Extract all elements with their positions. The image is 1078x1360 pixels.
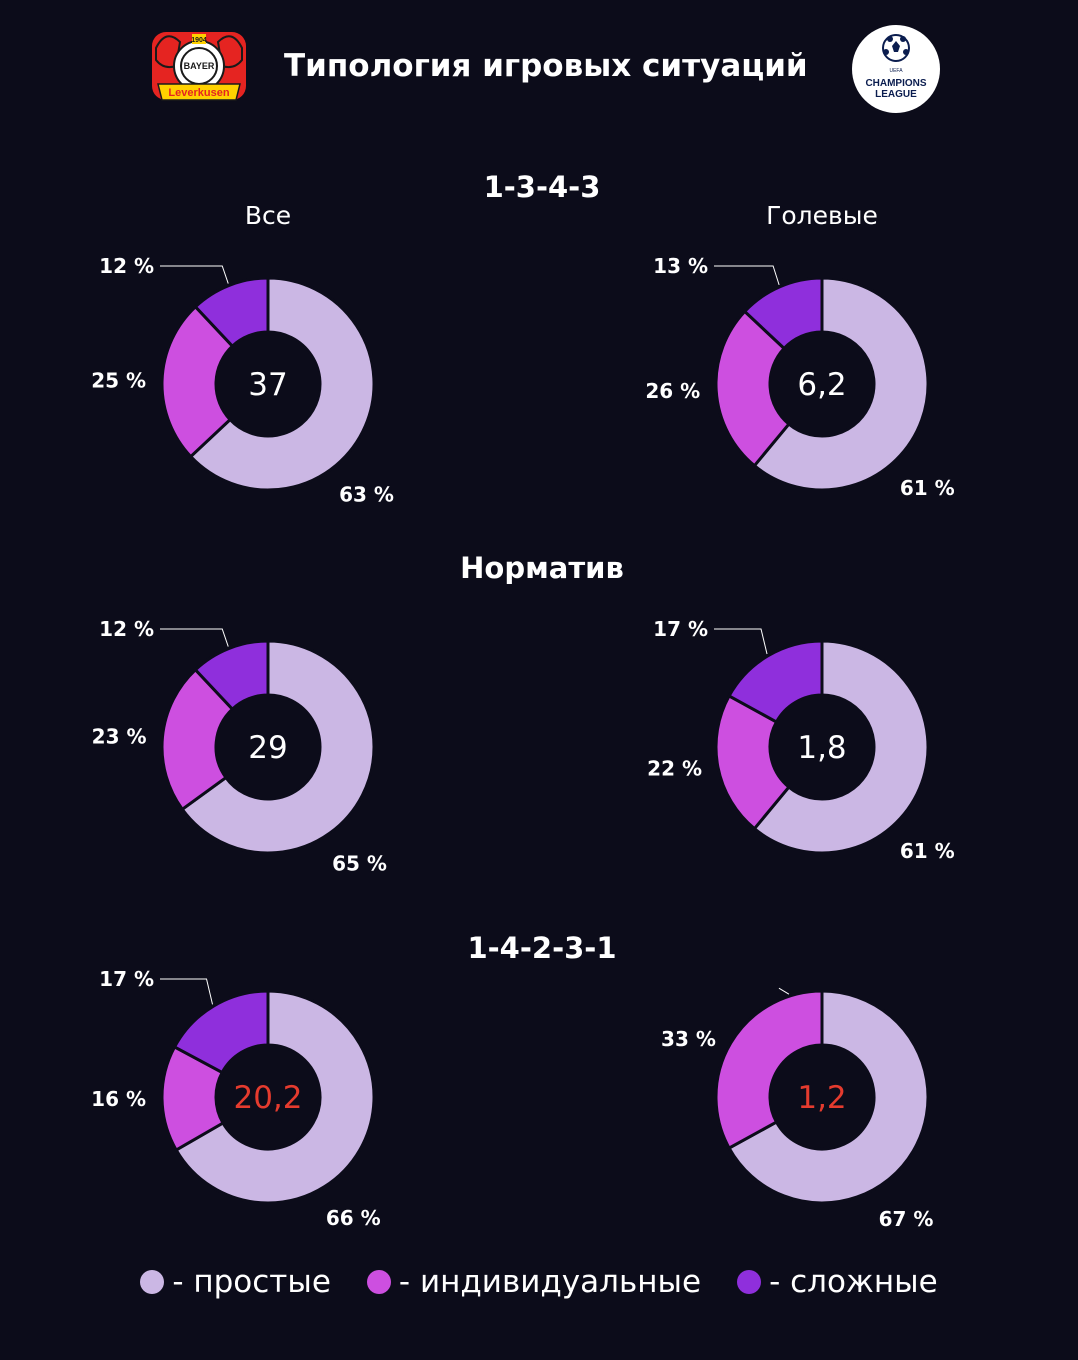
- header: 1904 BAYER Leverkusen Типология игровых …: [0, 0, 1078, 140]
- group-title: 1-3-4-3: [484, 170, 601, 204]
- column-title: Голевые: [766, 201, 878, 230]
- legend-swatch-simple: [140, 1270, 165, 1294]
- donut-slice-complex: [193, 639, 270, 712]
- donut-slice-simple: [727, 989, 930, 1205]
- slice-leader-line: [778, 987, 790, 995]
- donut-slice-individual: [714, 693, 791, 831]
- donut-center-value: 29: [248, 730, 287, 766]
- slice-leader-line: [160, 628, 229, 647]
- slice-label: 12 %: [99, 254, 154, 278]
- donut-slice-simple: [752, 639, 930, 855]
- cl-logo-champions: CHAMPIONS: [865, 78, 926, 89]
- leverkusen-year: 1904: [191, 37, 207, 44]
- donut-hole: [217, 333, 319, 435]
- slice-label: 16 %: [91, 1087, 146, 1111]
- slice-leader-line: [160, 265, 229, 284]
- legend-label-simple: - простые: [172, 1264, 331, 1300]
- donut-slice-individual: [160, 304, 235, 459]
- donut-center-value: 1,2: [797, 1080, 846, 1116]
- slice-label: 23 %: [92, 724, 147, 748]
- cl-logo-league: LEAGUE: [875, 89, 917, 100]
- donut-center-value: 20,2: [233, 1080, 302, 1116]
- slice-leader-line: [160, 978, 214, 1005]
- slice-label: 25 %: [91, 368, 146, 392]
- slice-label: 61 %: [900, 839, 955, 863]
- slice-label: 61 %: [900, 476, 955, 500]
- legend-item-individual: - индивидуальные: [366, 1264, 702, 1300]
- donut-hole: [771, 696, 873, 798]
- donut-hole: [771, 1046, 873, 1148]
- legend-item-simple: - простые: [140, 1264, 331, 1300]
- slice-label: 22 %: [647, 756, 702, 780]
- legend-label-individual: - индивидуальные: [398, 1264, 702, 1300]
- donut-center-value: 6,2: [797, 367, 846, 403]
- donut-slice-individual: [714, 309, 791, 468]
- slice-label: 67 %: [879, 1207, 934, 1231]
- legend-item-complex: - сложные: [737, 1264, 938, 1300]
- slice-label: 63 %: [339, 483, 394, 507]
- slice-leader-line: [714, 265, 780, 286]
- legend-swatch-individual: [366, 1270, 391, 1294]
- slice-label: 33 %: [661, 1027, 716, 1051]
- donut-slice-complex: [172, 989, 270, 1075]
- page-title: Типология игровых ситуаций: [284, 48, 808, 84]
- slice-leader-line: [714, 628, 768, 655]
- legend-label-complex: - сложные: [769, 1264, 938, 1300]
- slice-label: 12 %: [99, 617, 154, 641]
- column-title: Все: [245, 201, 291, 230]
- donut-hole: [217, 1046, 319, 1148]
- donut-hole: [217, 696, 319, 798]
- slice-label: 65 %: [332, 851, 387, 875]
- leverkusen-word: BAYER: [184, 61, 215, 71]
- group-title: 1-4-2-3-1: [467, 931, 616, 965]
- slice-label: 17 %: [653, 617, 708, 641]
- slice-label: 13 %: [653, 254, 708, 278]
- donut-slice-simple: [752, 276, 930, 492]
- legend-swatch-complex: [737, 1270, 762, 1294]
- group-title: Норматив: [460, 551, 624, 585]
- leverkusen-logo: 1904 BAYER Leverkusen: [152, 32, 246, 101]
- donut-slice-simple: [174, 989, 376, 1205]
- donut-slice-complex: [193, 276, 270, 349]
- donut-slice-simple: [180, 639, 376, 855]
- slice-label: 26 %: [645, 379, 700, 403]
- cl-logo-uefa: UEFA: [889, 68, 903, 74]
- donut-slice-individual: [714, 989, 824, 1151]
- champions-league-logo: UEFA CHAMPIONS LEAGUE: [852, 25, 940, 113]
- leverkusen-banner: Leverkusen: [168, 87, 229, 99]
- donut-slice-simple: [188, 276, 376, 492]
- slice-label: 17 %: [99, 967, 154, 991]
- donut-center-value: 1,8: [797, 730, 846, 766]
- donut-charts: 1-3-4-3 Все Голевые Норматив 1-4-2-3-1 63 % 25…: [91, 170, 955, 1231]
- donut-slice-individual: [160, 667, 235, 812]
- donut-hole: [771, 333, 873, 435]
- donut-slice-complex: [742, 276, 824, 351]
- slice-label: 66 %: [326, 1206, 381, 1230]
- legend: - простые - индивидуальные - сложные: [0, 1258, 1078, 1306]
- donut-center-value: 37: [248, 367, 287, 403]
- donut-slice-complex: [727, 639, 824, 724]
